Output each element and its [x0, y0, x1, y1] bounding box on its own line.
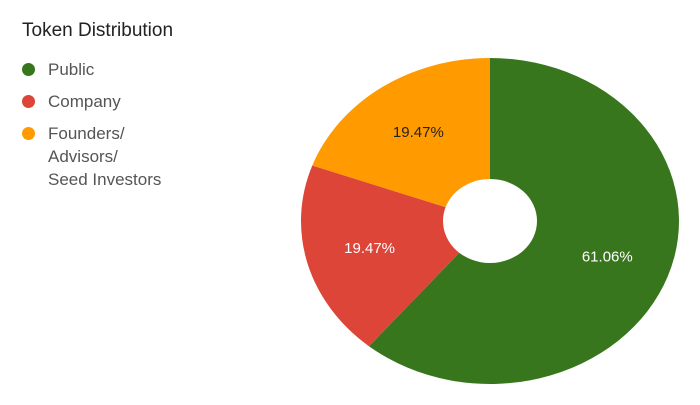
slice-label-company: 19.47%: [344, 240, 395, 257]
legend-item-public: Public: [22, 58, 161, 81]
legend-label-founders: Founders/ Advisors/ Seed Investors: [48, 124, 162, 189]
legend-label-company: Company: [48, 92, 121, 111]
slice-founders: [312, 58, 490, 221]
slice-label-public: 61.06%: [582, 249, 633, 266]
legend: Public Company Founders/ Advisors/ Seed …: [22, 58, 161, 200]
chart-title: Token Distribution: [22, 20, 174, 41]
slice-label-founders: 19.47%: [393, 124, 444, 141]
legend-label-public: Public: [48, 60, 95, 79]
legend-swatch-public: [22, 63, 35, 76]
legend-swatch-company: [22, 95, 35, 108]
slice-company: [300, 165, 490, 347]
legend-item-company: Company: [22, 90, 161, 113]
legend-swatch-founders: [22, 127, 35, 140]
donut-hole: [443, 179, 537, 263]
legend-item-founders: Founders/ Advisors/ Seed Investors: [22, 122, 161, 191]
